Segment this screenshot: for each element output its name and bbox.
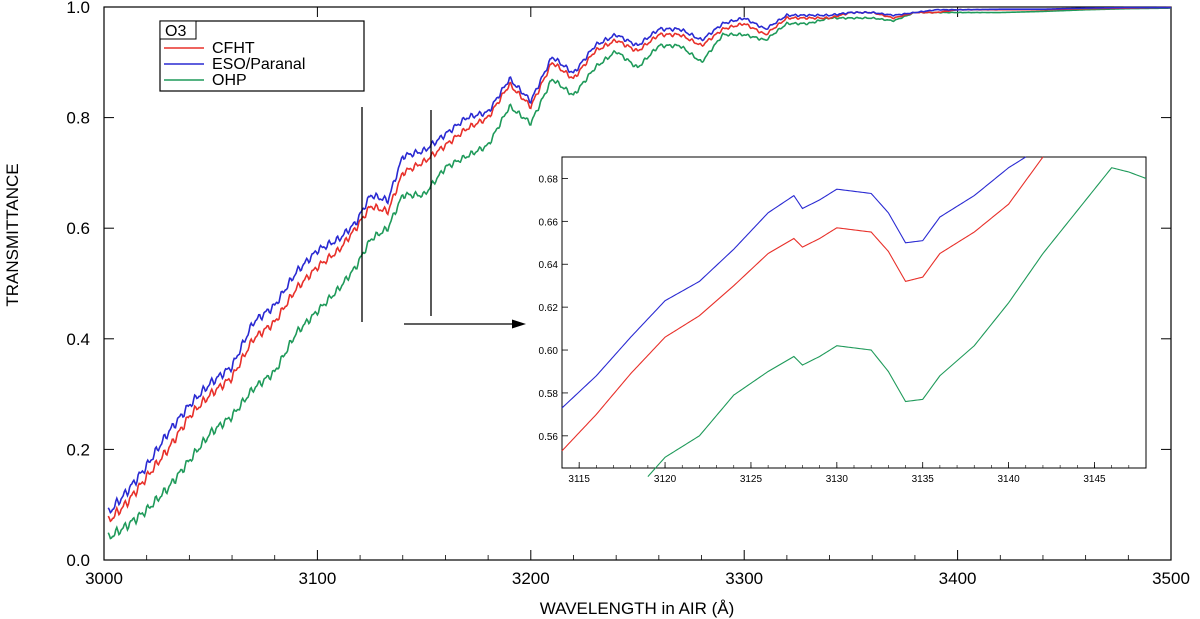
- inset-y-tick-label: 0.56: [539, 432, 559, 443]
- inset-y-tick-label: 0.60: [539, 346, 559, 357]
- legend-label-cfht: CFHT: [212, 40, 255, 57]
- inset-x-tick-label: 3145: [1083, 474, 1106, 485]
- legend-label-eso-paranal: ESO/Paranal: [212, 56, 305, 73]
- inset-y-tick-label: 0.64: [539, 260, 559, 271]
- inset-x-tick-label: 3125: [740, 474, 763, 485]
- x-tick-label: 3400: [939, 569, 977, 588]
- inset-axis-ticks: 3115 3120 3125 3130 3135 3140 3145 0.56 0.58 0.60…: [539, 174, 1147, 485]
- x-tick-label: 3500: [1152, 569, 1190, 588]
- x-tick-label: 3100: [298, 569, 336, 588]
- inset-series-line-ohp: [647, 167, 1147, 477]
- inset-series-line-eso-paranal: [561, 156, 1027, 409]
- inset-series-lines: [561, 156, 1147, 477]
- zoom-arrow-head: [512, 319, 526, 329]
- inset-x-tick-label: 3130: [826, 474, 849, 485]
- x-tick-label: 3200: [512, 569, 550, 588]
- y-tick-label: 0.2: [66, 440, 90, 459]
- y-tick-label: 0.6: [66, 219, 90, 238]
- series-line-ohp: [107, 7, 1172, 540]
- inset-x-tick-label: 3135: [912, 474, 935, 485]
- main-axis-ticks: 3000 3100 3200 3300 3400 3500 0.0 0.2 0.4 0.6 0.8 1…: [66, 0, 1190, 588]
- inset-y-tick-label: 0.68: [539, 174, 559, 185]
- series-line-eso-paranal: [107, 6, 1171, 514]
- inset-y-tick-label: 0.58: [539, 389, 559, 400]
- y-tick-label: 0.4: [66, 330, 90, 349]
- legend-title: O3: [165, 23, 186, 40]
- inset-series-line-cfht: [561, 156, 1044, 452]
- x-axis-title: WAVELENGTH in AIR (Å): [540, 599, 735, 618]
- y-tick-label: 1.0: [66, 0, 90, 17]
- inset-plot-frame: [561, 156, 1147, 469]
- main-plot-frame: [103, 6, 1172, 561]
- inset-x-tick-label: 3140: [997, 474, 1020, 485]
- x-tick-label: 3000: [85, 569, 123, 588]
- inset-y-tick-label: 0.66: [539, 217, 559, 228]
- legend: O3 CFHT ESO/Paranal OHP: [159, 20, 365, 92]
- inset-x-tick-label: 3120: [654, 474, 677, 485]
- y-tick-label: 0.0: [66, 551, 90, 570]
- legend-label-ohp: OHP: [212, 72, 247, 89]
- main-series-lines: [107, 6, 1172, 540]
- y-tick-label: 0.8: [66, 109, 90, 128]
- x-tick-label: 3300: [725, 569, 763, 588]
- inset-y-tick-label: 0.62: [539, 303, 559, 314]
- legend-title-box: [159, 20, 197, 40]
- y-axis-title: TRANSMITTANCE: [3, 163, 22, 306]
- inset-x-tick-label: 3115: [568, 474, 590, 485]
